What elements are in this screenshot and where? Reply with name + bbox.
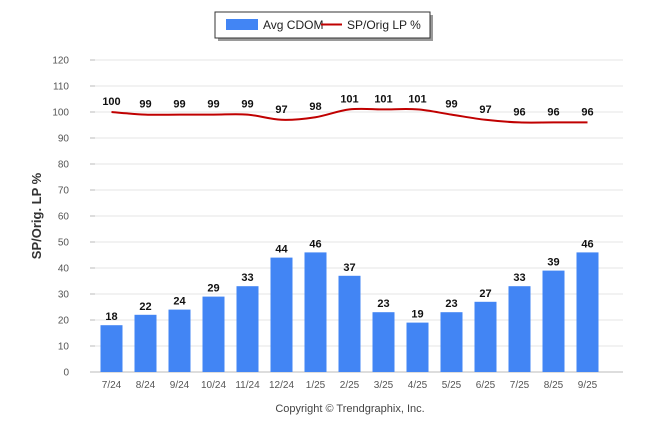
line-data-label: 99: [173, 99, 185, 111]
y-tick-label: 30: [58, 290, 70, 301]
y-tick-label: 90: [58, 134, 70, 145]
x-tick-label: 5/25: [442, 380, 462, 391]
line-data-label: 98: [309, 101, 321, 113]
x-tick-label: 6/25: [476, 380, 496, 391]
x-tick-label: 9/24: [170, 380, 190, 391]
bar-data-label: 29: [207, 283, 219, 295]
x-tick-label: 2/25: [340, 380, 360, 391]
y-tick-label: 100: [52, 108, 69, 119]
bar-data-label: 24: [173, 296, 186, 308]
legend-bar-swatch: [226, 19, 258, 30]
bar: [134, 314, 157, 372]
line-path: [111, 107, 588, 124]
bar-series-avg-cdom: [100, 252, 599, 372]
x-tick-label: 11/24: [235, 380, 260, 391]
x-tick-label: 3/25: [374, 380, 394, 391]
line-data-label: 97: [275, 104, 287, 116]
x-tick-label: 1/25: [306, 380, 326, 391]
line-series-sp-orig-lp: [111, 107, 588, 124]
line-data-label: 99: [139, 99, 151, 111]
bar: [372, 312, 395, 372]
bar-data-label: 22: [139, 301, 151, 313]
line-data-label: 96: [581, 106, 593, 118]
y-tick-label: 20: [58, 316, 70, 327]
y-tick-label: 120: [52, 56, 69, 67]
bar-data-label: 37: [343, 262, 355, 274]
legend: Avg CDOM SP/Orig LP %: [214, 11, 433, 41]
bar: [474, 301, 497, 372]
y-tick-label: 50: [58, 238, 70, 249]
bar: [542, 270, 565, 372]
line-data-label: 99: [241, 99, 253, 111]
x-tick-label: 10/24: [201, 380, 226, 391]
line-data-label: 101: [408, 93, 426, 105]
y-tick-label: 10: [58, 342, 70, 353]
bar-data-labels: 18 22 24 29 33 44 46 37 23 19 23 27 33 39 46: [105, 238, 593, 323]
line-data-label: 96: [513, 106, 525, 118]
line-data-label: 99: [445, 99, 457, 111]
bar-data-label: 23: [377, 298, 389, 310]
line-data-label: 101: [374, 93, 392, 105]
bar: [338, 275, 361, 372]
x-tick-label: 4/25: [408, 380, 428, 391]
y-axis-title: SP/Orig. LP %: [29, 172, 44, 259]
x-axis: 7/24 8/24 9/24 10/24 11/24 12/24 1/25 2/25 3/25 4…: [102, 380, 598, 391]
bar-data-label: 23: [445, 298, 457, 310]
bar-data-label: 39: [547, 257, 559, 269]
y-axis: 0 10 20 30 40 50 60 70 80 90 100 110 120: [52, 56, 95, 379]
y-tick-label: 110: [53, 82, 69, 93]
bar: [236, 286, 259, 372]
y-tick-label: 80: [58, 160, 70, 171]
line-data-label: 99: [207, 99, 219, 111]
bar: [406, 322, 429, 372]
bar: [168, 309, 191, 372]
x-tick-label: 8/25: [544, 380, 564, 391]
line-data-label: 97: [479, 104, 491, 116]
x-tick-label: 12/24: [269, 380, 294, 391]
y-tick-label: 40: [58, 264, 70, 275]
y-tick-label: 60: [58, 212, 70, 223]
legend-label-avg-cdom: Avg CDOM: [263, 18, 323, 32]
bar: [304, 252, 327, 372]
line-data-label: 100: [102, 96, 120, 108]
line-data-labels: 100 99 99 99 99 97 98 101 101 101 99 97 96 96 96: [102, 93, 593, 118]
bar: [202, 296, 225, 372]
bar-data-label: 33: [513, 272, 525, 284]
bar: [270, 257, 293, 372]
bar-data-label: 44: [275, 244, 288, 256]
line-data-label: 96: [547, 106, 559, 118]
line-data-label: 101: [340, 93, 358, 105]
bar: [508, 286, 531, 372]
bar-data-label: 27: [479, 288, 491, 300]
x-tick-label: 7/24: [102, 380, 122, 391]
y-tick-label: 70: [58, 186, 70, 197]
bar-data-label: 33: [241, 272, 253, 284]
legend-label-sp-orig-lp: SP/Orig LP %: [347, 18, 421, 32]
copyright-credit: Copyright © Trendgraphix, Inc.: [275, 403, 424, 415]
x-tick-label: 9/25: [578, 380, 598, 391]
y-tick-label: 0: [63, 368, 69, 379]
x-tick-label: 8/24: [136, 380, 156, 391]
bar-data-label: 46: [581, 238, 593, 250]
x-tick-label: 7/25: [510, 380, 530, 391]
bar: [576, 252, 599, 372]
bar-data-label: 46: [309, 238, 321, 250]
bar-data-label: 18: [105, 311, 117, 323]
bar-data-label: 19: [411, 309, 423, 321]
bar: [100, 325, 123, 372]
bar: [440, 312, 463, 372]
